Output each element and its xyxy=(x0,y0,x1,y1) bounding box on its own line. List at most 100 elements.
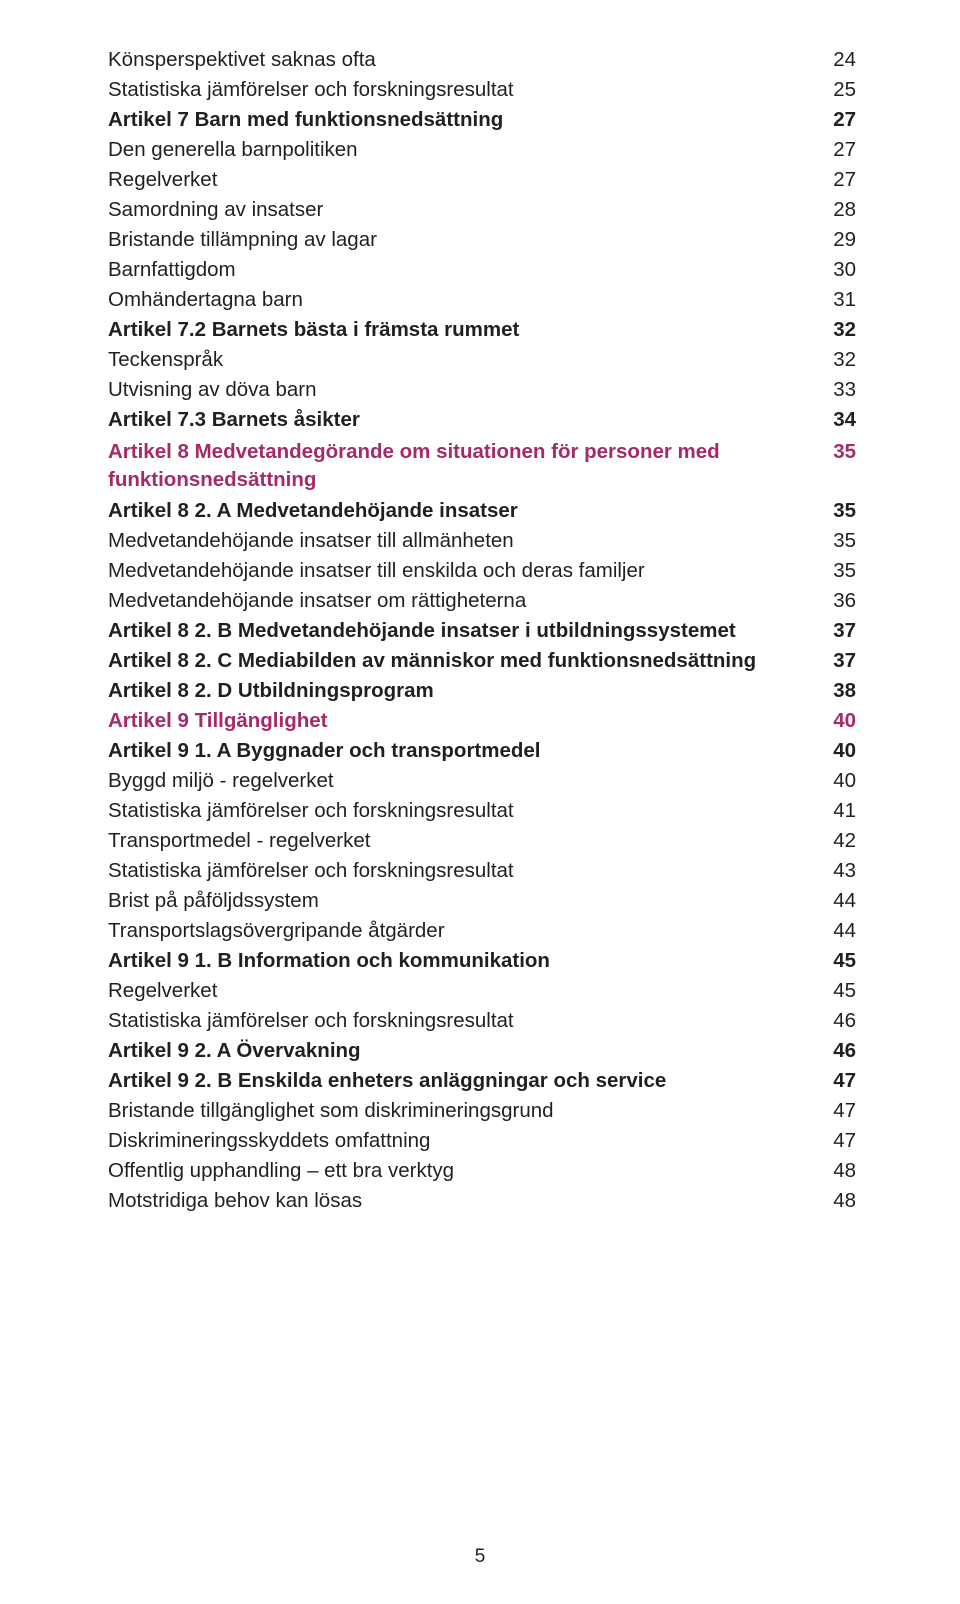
toc-label: Artikel 9 2. A Övervakning xyxy=(108,1039,820,1063)
toc-row: Bristande tillgänglighet som diskriminer… xyxy=(108,1099,856,1123)
toc-row: Statistiska jämförelser och forskningsre… xyxy=(108,1009,856,1033)
toc-page: 30 xyxy=(820,258,856,282)
table-of-contents: Könsperspektivet saknas ofta24Statistisk… xyxy=(108,48,856,1213)
toc-row: Byggd miljö - regelverket40 xyxy=(108,769,856,793)
toc-page: 48 xyxy=(820,1159,856,1183)
toc-label: Samordning av insatser xyxy=(108,198,820,222)
toc-label: Brist på påföljdssystem xyxy=(108,889,820,913)
toc-label: Statistiska jämförelser och forskningsre… xyxy=(108,1009,820,1033)
toc-page: 27 xyxy=(820,108,856,132)
toc-page: 32 xyxy=(820,348,856,372)
toc-label: Artikel 8 2. B Medvetandehöjande insatse… xyxy=(108,619,820,643)
toc-row: Artikel 9 2. A Övervakning46 xyxy=(108,1039,856,1063)
toc-label: Artikel 7.2 Barnets bästa i främsta rumm… xyxy=(108,318,820,342)
toc-label: Regelverket xyxy=(108,979,820,1003)
toc-label: Artikel 8 2. C Mediabilden av människor … xyxy=(108,649,820,673)
toc-page: 33 xyxy=(820,378,856,402)
toc-page: 32 xyxy=(820,318,856,342)
toc-label: Diskrimineringsskyddets omfattning xyxy=(108,1129,820,1153)
toc-row: Transportmedel - regelverket42 xyxy=(108,829,856,853)
toc-row: Artikel 8 2. A Medvetandehöjande insatse… xyxy=(108,499,856,523)
toc-page: 25 xyxy=(820,78,856,102)
toc-label: Transportslagsövergripande åtgärder xyxy=(108,919,820,943)
toc-page: 31 xyxy=(820,288,856,312)
toc-row: Omhändertagna barn31 xyxy=(108,288,856,312)
toc-row: Statistiska jämförelser och forskningsre… xyxy=(108,859,856,883)
toc-label: Medvetandehöjande insatser till enskilda… xyxy=(108,559,820,583)
toc-page: 47 xyxy=(820,1099,856,1123)
toc-label: Statistiska jämförelser och forskningsre… xyxy=(108,859,820,883)
toc-row: Artikel 8 2. D Utbildningsprogram38 xyxy=(108,679,856,703)
toc-page: 40 xyxy=(820,769,856,793)
toc-label: Artikel 7 Barn med funktionsnedsättning xyxy=(108,108,820,132)
toc-page: 24 xyxy=(820,48,856,72)
toc-row: Artikel 8 2. C Mediabilden av människor … xyxy=(108,649,856,673)
toc-page: 41 xyxy=(820,799,856,823)
toc-page: 37 xyxy=(820,619,856,643)
toc-row: Barnfattigdom30 xyxy=(108,258,856,282)
toc-row: Artikel 9 1. B Information och kommunika… xyxy=(108,949,856,973)
toc-page: 34 xyxy=(820,408,856,432)
toc-row: Regelverket45 xyxy=(108,979,856,1003)
toc-label: Könsperspektivet saknas ofta xyxy=(108,48,820,72)
toc-row: Statistiska jämförelser och forskningsre… xyxy=(108,799,856,823)
toc-row: Artikel 7.2 Barnets bästa i främsta rumm… xyxy=(108,318,856,342)
toc-page: 35 xyxy=(820,529,856,553)
toc-row: Artikel 9 2. B Enskilda enheters anläggn… xyxy=(108,1069,856,1093)
toc-page: 40 xyxy=(820,739,856,763)
toc-page: 35 xyxy=(820,499,856,523)
toc-label: Artikel 8 2. D Utbildningsprogram xyxy=(108,679,820,703)
toc-page: 45 xyxy=(820,949,856,973)
toc-row: Medvetandehöjande insatser till enskilda… xyxy=(108,559,856,583)
toc-row: Transportslagsövergripande åtgärder44 xyxy=(108,919,856,943)
toc-page: 46 xyxy=(820,1039,856,1063)
toc-label: Bristande tillgänglighet som diskriminer… xyxy=(108,1099,820,1123)
toc-label: Artikel 9 1. A Byggnader och transportme… xyxy=(108,739,820,763)
toc-page: 35 xyxy=(820,559,856,583)
toc-label: Offentlig upphandling – ett bra verktyg xyxy=(108,1159,820,1183)
toc-label: Statistiska jämförelser och forskningsre… xyxy=(108,78,820,102)
page-number: 5 xyxy=(0,1546,960,1568)
toc-page: 27 xyxy=(820,168,856,192)
toc-label: Transportmedel - regelverket xyxy=(108,829,820,853)
toc-row: Den generella barnpolitiken27 xyxy=(108,138,856,162)
toc-label: Medvetandehöjande insatser till allmänhe… xyxy=(108,529,820,553)
toc-row: Könsperspektivet saknas ofta24 xyxy=(108,48,856,72)
toc-row: Artikel 9 1. A Byggnader och transportme… xyxy=(108,739,856,763)
toc-row: Artikel 7.3 Barnets åsikter34 xyxy=(108,408,856,432)
toc-row: Artikel 8 2. B Medvetandehöjande insatse… xyxy=(108,619,856,643)
toc-row: Brist på påföljdssystem44 xyxy=(108,889,856,913)
toc-row: Artikel 7 Barn med funktionsnedsättning2… xyxy=(108,108,856,132)
toc-page: 44 xyxy=(820,919,856,943)
toc-page: 46 xyxy=(820,1009,856,1033)
toc-label: Regelverket xyxy=(108,168,820,192)
toc-label: Den generella barnpolitiken xyxy=(108,138,820,162)
toc-label: Artikel 9 Tillgänglighet xyxy=(108,709,820,733)
toc-label: Artikel 8 2. A Medvetandehöjande insatse… xyxy=(108,499,820,523)
toc-page: 42 xyxy=(820,829,856,853)
toc-page: 36 xyxy=(820,589,856,613)
toc-row: Artikel 8 Medvetandegörande om situation… xyxy=(108,438,856,493)
toc-label: Artikel 8 Medvetandegörande om situation… xyxy=(108,438,820,493)
toc-label: Artikel 7.3 Barnets åsikter xyxy=(108,408,820,432)
toc-page: 43 xyxy=(820,859,856,883)
toc-label: Bristande tillämpning av lagar xyxy=(108,228,820,252)
toc-label: Artikel 9 2. B Enskilda enheters anläggn… xyxy=(108,1069,820,1093)
toc-row: Motstridiga behov kan lösas48 xyxy=(108,1189,856,1213)
toc-row: Artikel 9 Tillgänglighet40 xyxy=(108,709,856,733)
toc-row: Medvetandehöjande insatser till allmänhe… xyxy=(108,529,856,553)
toc-label: Utvisning av döva barn xyxy=(108,378,820,402)
toc-page: 28 xyxy=(820,198,856,222)
toc-row: Teckenspråk32 xyxy=(108,348,856,372)
toc-label: Barnfattigdom xyxy=(108,258,820,282)
toc-page: 47 xyxy=(820,1069,856,1093)
toc-page: 44 xyxy=(820,889,856,913)
toc-page: 45 xyxy=(820,979,856,1003)
toc-page: 37 xyxy=(820,649,856,673)
toc-row: Utvisning av döva barn33 xyxy=(108,378,856,402)
toc-page: 27 xyxy=(820,138,856,162)
toc-page: 40 xyxy=(820,709,856,733)
toc-label: Statistiska jämförelser och forskningsre… xyxy=(108,799,820,823)
toc-row: Diskrimineringsskyddets omfattning47 xyxy=(108,1129,856,1153)
toc-label: Artikel 9 1. B Information och kommunika… xyxy=(108,949,820,973)
